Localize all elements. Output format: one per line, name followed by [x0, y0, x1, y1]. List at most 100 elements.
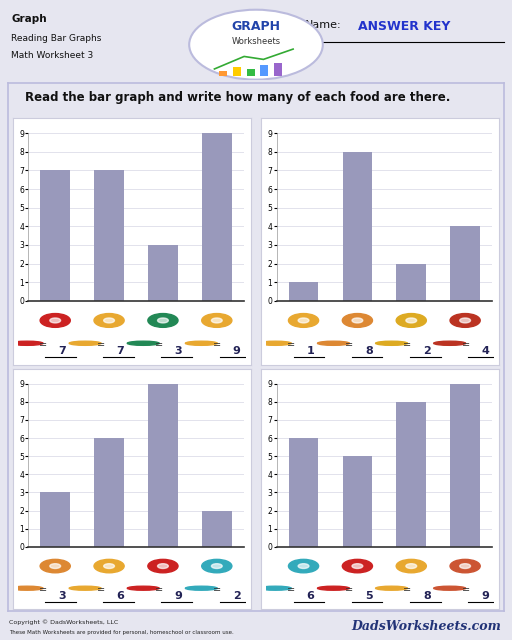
Circle shape: [211, 564, 222, 568]
Circle shape: [352, 318, 363, 323]
Text: =: =: [39, 340, 47, 350]
Bar: [274, 63, 282, 76]
Text: 1: 1: [307, 346, 314, 356]
Circle shape: [158, 564, 168, 568]
Text: GRAPH: GRAPH: [231, 20, 281, 33]
Text: =: =: [97, 340, 105, 350]
Circle shape: [376, 341, 408, 346]
Ellipse shape: [189, 10, 323, 79]
Text: DadsWorksheets.com: DadsWorksheets.com: [351, 620, 501, 633]
Bar: [343, 456, 372, 547]
Circle shape: [352, 564, 363, 568]
Text: Graph: Graph: [11, 14, 47, 24]
Text: Read the bar graph and write how many of each food are there.: Read the bar graph and write how many of…: [25, 91, 451, 104]
Bar: [219, 71, 227, 76]
Text: 8: 8: [365, 346, 373, 356]
Circle shape: [127, 341, 159, 346]
Bar: [396, 402, 426, 547]
Circle shape: [69, 341, 101, 346]
Circle shape: [434, 341, 465, 346]
Text: 5: 5: [365, 591, 373, 601]
Bar: [396, 264, 426, 301]
Bar: [202, 511, 231, 547]
Text: =: =: [345, 585, 353, 595]
Circle shape: [185, 341, 217, 346]
Text: Name:: Name:: [305, 20, 342, 30]
Text: Math Worksheet 3: Math Worksheet 3: [11, 51, 94, 60]
Circle shape: [396, 314, 426, 327]
Bar: [233, 67, 241, 76]
Text: 3: 3: [175, 346, 182, 356]
Circle shape: [211, 318, 222, 323]
Circle shape: [158, 318, 168, 323]
Text: =: =: [345, 340, 353, 350]
Text: 4: 4: [481, 346, 489, 356]
Bar: [94, 438, 124, 547]
Circle shape: [202, 314, 232, 327]
Text: =: =: [97, 585, 105, 595]
Circle shape: [317, 586, 349, 590]
Circle shape: [185, 586, 217, 590]
Text: 7: 7: [58, 346, 66, 356]
Text: =: =: [287, 340, 295, 350]
Circle shape: [450, 314, 480, 327]
Text: =: =: [403, 585, 412, 595]
Text: 6: 6: [307, 591, 314, 601]
Text: 6: 6: [117, 591, 124, 601]
Text: 2: 2: [233, 591, 241, 601]
Circle shape: [148, 559, 178, 573]
Circle shape: [298, 318, 309, 323]
Circle shape: [104, 564, 115, 568]
Circle shape: [40, 314, 70, 327]
Circle shape: [260, 341, 291, 346]
Text: =: =: [461, 340, 470, 350]
Bar: [148, 245, 178, 301]
Circle shape: [202, 559, 232, 573]
Circle shape: [94, 314, 124, 327]
Circle shape: [40, 559, 70, 573]
Circle shape: [406, 564, 417, 568]
Bar: [148, 384, 178, 547]
Bar: [247, 69, 255, 76]
Bar: [40, 493, 70, 547]
Circle shape: [396, 559, 426, 573]
Bar: [94, 170, 124, 301]
Text: =: =: [287, 585, 295, 595]
Text: =: =: [213, 340, 221, 350]
Text: 3: 3: [58, 591, 66, 601]
Text: These Math Worksheets are provided for personal, homeschool or classroom use.: These Math Worksheets are provided for p…: [9, 630, 234, 635]
Text: =: =: [155, 585, 163, 595]
Circle shape: [376, 586, 408, 590]
Bar: [40, 170, 70, 301]
Bar: [451, 227, 480, 301]
Text: Reading Bar Graphs: Reading Bar Graphs: [11, 33, 102, 43]
Text: Worksheets: Worksheets: [231, 37, 281, 46]
Text: =: =: [39, 585, 47, 595]
Circle shape: [69, 586, 101, 590]
Text: 9: 9: [175, 591, 182, 601]
Circle shape: [460, 318, 471, 323]
Text: Copyright © DadsWorksheets, LLC: Copyright © DadsWorksheets, LLC: [9, 619, 118, 625]
Circle shape: [148, 314, 178, 327]
Bar: [260, 65, 268, 76]
Circle shape: [11, 586, 43, 590]
Text: =: =: [213, 585, 221, 595]
Circle shape: [50, 318, 60, 323]
Text: =: =: [155, 340, 163, 350]
Text: =: =: [461, 585, 470, 595]
Circle shape: [343, 559, 372, 573]
Circle shape: [288, 559, 318, 573]
Bar: [289, 438, 318, 547]
Text: 7: 7: [117, 346, 124, 356]
Text: 9: 9: [481, 591, 489, 601]
Circle shape: [260, 586, 291, 590]
Circle shape: [104, 318, 115, 323]
Circle shape: [343, 314, 372, 327]
Bar: [451, 384, 480, 547]
Circle shape: [460, 564, 471, 568]
Circle shape: [127, 586, 159, 590]
Circle shape: [94, 559, 124, 573]
Bar: [343, 152, 372, 301]
Circle shape: [450, 559, 480, 573]
Circle shape: [434, 586, 465, 590]
